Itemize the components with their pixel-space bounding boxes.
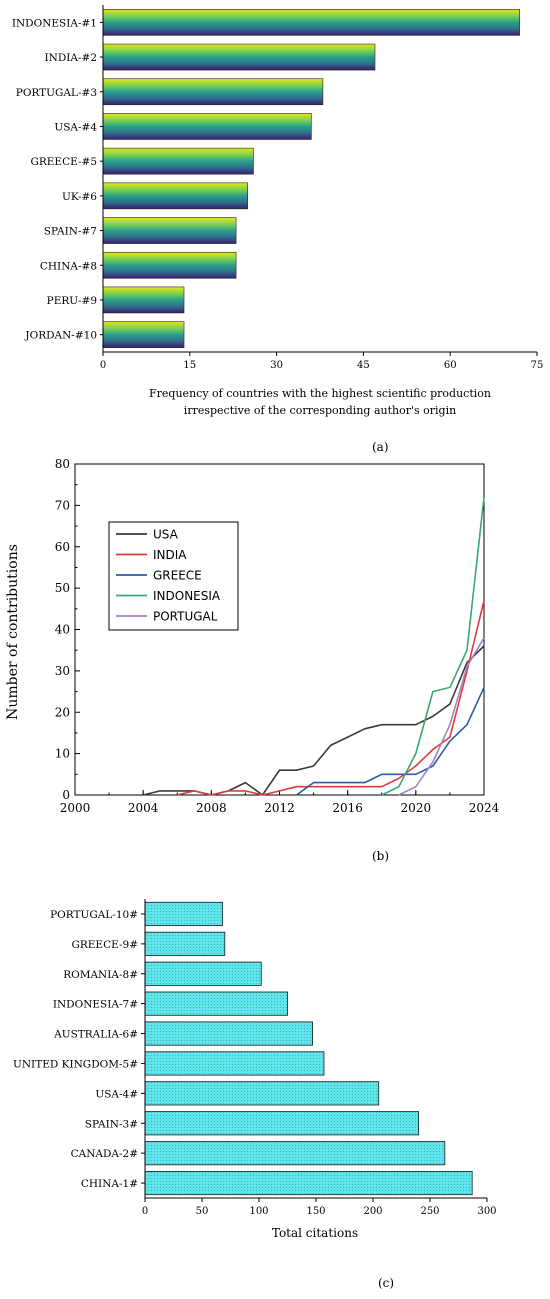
category-label-greece-9: GREECE-9# (71, 939, 138, 951)
x-tick-2008: 2008 (196, 801, 227, 815)
category-label-china-1: CHINA-1# (81, 1178, 138, 1190)
x-tick-2024: 2024 (469, 801, 500, 815)
bar-uk-6 (102, 182, 248, 210)
x-tick-75: 75 (531, 360, 544, 371)
x-tick-150: 150 (306, 1206, 325, 1217)
y-tick-10: 10 (55, 747, 70, 761)
category-label-usa-4: USA-#4 (54, 121, 97, 133)
bar-indonesia-1 (102, 9, 520, 36)
legend-label-greece: GREECE (153, 569, 202, 583)
category-label-uk-6: UK-#6 (62, 191, 97, 203)
bar-australia-6 (144, 1021, 313, 1046)
bar-greece-5 (102, 147, 254, 175)
bar-spain-7 (102, 217, 237, 244)
chart-b: 2000 2004 2008 2012 2016 2020 2024 0 10 20 30 40 50 6… (5, 457, 500, 815)
series-line-indonesia (381, 497, 485, 796)
x-tick-2000: 2000 (60, 801, 91, 815)
x-tick-200: 200 (363, 1206, 382, 1217)
x-tick-100: 100 (249, 1206, 268, 1217)
y-tick-50: 50 (55, 581, 70, 595)
category-label-spain-3: SPAIN-3# (85, 1118, 138, 1130)
category-label-canada-2: CANADA-2# (71, 1148, 138, 1160)
bar-jordan-10 (102, 321, 185, 348)
category-label-indonesia-1: INDONESIA-#1 (12, 17, 97, 29)
series-line-portugal (398, 637, 485, 796)
chart-a-caption: (a) (372, 440, 389, 454)
legend-label-usa: USA (153, 528, 179, 542)
x-tick-2016: 2016 (332, 801, 363, 815)
bar-china-8 (102, 251, 237, 279)
category-label-jordan-10: JORDAN-#10 (24, 330, 97, 342)
x-tick-0: 0 (142, 1206, 148, 1217)
chart-a-xlabel-line2: irrespective of the corresponding author… (184, 404, 456, 417)
y-tick-20: 20 (55, 705, 70, 719)
x-tick-45: 45 (357, 360, 370, 371)
bar-canada-2 (144, 1141, 446, 1166)
x-tick-60: 60 (444, 360, 457, 371)
category-label-australia-6: AUSTRALIA-6# (53, 1029, 138, 1041)
series-line-india (177, 600, 485, 796)
y-tick-80: 80 (55, 457, 70, 471)
category-label-peru-9: PERU-#9 (47, 295, 97, 307)
x-tick-2004: 2004 (128, 801, 159, 815)
y-tick-40: 40 (55, 623, 70, 637)
x-tick-250: 250 (420, 1206, 439, 1217)
bar-portugal-3 (102, 78, 324, 106)
category-label-indonesia-7: INDONESIA-7# (53, 999, 138, 1011)
x-tick-15: 15 (183, 360, 196, 371)
chart-a-xlabel: Frequency of countries with the highest … (149, 387, 491, 400)
y-tick-0: 0 (62, 788, 70, 802)
x-tick-300: 300 (477, 1206, 496, 1217)
bar-indonesia-7 (144, 991, 288, 1016)
bar-peru-9 (102, 286, 185, 314)
chart-c: PORTUGAL-10# GREECE-9# ROMANIA-8# INDONESIA… (13, 899, 497, 1240)
bar-india-2 (102, 43, 376, 71)
chart-a: INDONESIA-#1 INDIA-#2 PORTUGAL-#3 USA-#4 GRE… (12, 5, 544, 417)
chart-b-ylabel: Number of contributions (5, 544, 21, 720)
x-tick-2012: 2012 (264, 801, 295, 815)
category-label-spain-7: SPAIN-#7 (44, 226, 97, 238)
category-label-portugal-10: PORTUGAL-10# (50, 909, 138, 921)
category-label-greece-5: GREECE-#5 (30, 156, 97, 168)
category-label-portugal-3: PORTUGAL-#3 (16, 87, 97, 99)
y-tick-60: 60 (55, 540, 70, 554)
bar-china-1 (144, 1170, 473, 1196)
category-label-china-8: CHINA-#8 (40, 260, 97, 272)
bar-usa-4 (144, 1081, 380, 1106)
legend-label-portugal: PORTUGAL (153, 610, 218, 624)
x-tick-0: 0 (100, 360, 106, 371)
category-label-usa-4: USA-4# (95, 1088, 138, 1100)
chart-b-caption: (b) (372, 849, 390, 863)
y-tick-70: 70 (55, 498, 70, 512)
legend-label-india: INDIA (153, 548, 187, 562)
x-tick-2020: 2020 (401, 801, 432, 815)
x-tick-50: 50 (196, 1206, 209, 1217)
legend (108, 521, 239, 631)
category-label-united-kingdom-5: UNITED KINGDOM-5# (13, 1058, 138, 1070)
bar-usa-4 (102, 113, 312, 140)
chart-c-caption: (c) (378, 1276, 395, 1290)
bar-united-kingdom-5 (144, 1051, 325, 1076)
series-line-greece (296, 687, 485, 796)
chart-c-xlabel: Total citations (272, 1226, 358, 1240)
y-tick-30: 30 (55, 664, 70, 678)
category-label-romania-8: ROMANIA-8# (63, 969, 138, 981)
series-line-usa (143, 645, 485, 796)
category-label-india-2: INDIA-#2 (44, 52, 97, 64)
legend-label-indonesia: INDONESIA (153, 589, 221, 603)
bar-portugal-10 (144, 901, 223, 927)
x-tick-30: 30 (270, 360, 283, 371)
bar-spain-3 (144, 1111, 420, 1136)
bar-greece-9 (144, 931, 226, 956)
bar-romania-8 (144, 961, 262, 986)
